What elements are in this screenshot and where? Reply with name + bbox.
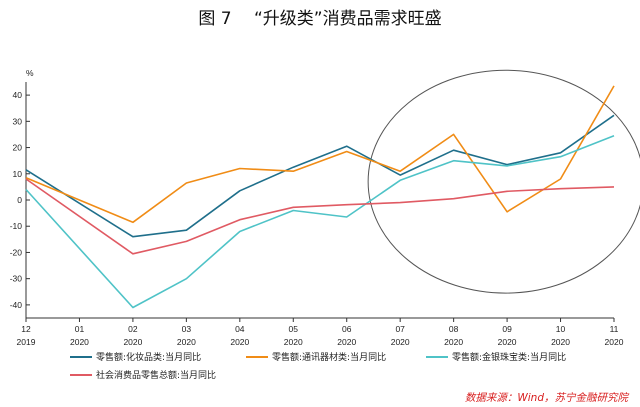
x-tick-label-month: 12 [21,324,31,334]
x-tick-label-year: 2019 [17,337,36,347]
x-tick-label-year: 2020 [284,337,303,347]
y-tick-label: 10 [13,169,23,179]
y-tick-label: -40 [10,300,23,310]
y-tick-label: 20 [13,143,23,153]
x-tick-label-month: 03 [182,324,192,334]
series-line-2 [25,135,615,309]
x-tick-label-year: 2020 [498,337,517,347]
legend: 零售额:化妆品类:当月同比 零售额:通讯器材类:当月同比 零售额:金银珠宝类:当月同… [70,351,566,381]
legend-label: 零售额:金银珠宝类:当月同比 [452,351,566,363]
source-note: 数据来源：Wind，苏宁金融研究院 [465,392,630,404]
x-tick-label-year: 2020 [551,337,570,347]
x-tick-label-month: 09 [502,324,512,334]
y-unit-label: % [26,68,34,78]
x-tick-label-month: 04 [235,324,245,334]
x-tick-label-year: 2020 [391,337,410,347]
legend-label: 零售额:通讯器材类:当月同比 [272,351,386,363]
chart-title: 图 7 “升级类”消费品需求旺盛 [198,9,441,29]
legend-label: 社会消费品零售总额:当月同比 [96,369,216,381]
y-tick-label: -30 [10,274,23,284]
x-tick-label-month: 07 [395,324,405,334]
x-tick-label-month: 08 [449,324,459,334]
x-tick-label-year: 2020 [70,337,89,347]
y-tick-label: 30 [13,116,23,126]
x-tick-label-year: 2020 [444,337,463,347]
x-tick-label-year: 2020 [230,337,249,347]
series-lines [25,85,615,309]
series-line-0 [25,114,615,238]
highlight-ellipse [367,69,640,294]
x-tick-label-month: 01 [75,324,85,334]
y-tick-label: -10 [10,221,23,231]
series-line-1 [25,85,615,224]
x-tick-label-month: 11 [610,324,619,334]
legend-label: 零售额:化妆品类:当月同比 [96,351,201,363]
x-tick-label-month: 02 [128,324,138,334]
x-tick-label-year: 2020 [177,337,196,347]
x-tick-label-year: 2020 [337,337,356,347]
y-tick-label: 0 [17,195,22,205]
x-tick-label-year: 2020 [605,337,624,347]
x-tick-label-year: 2020 [123,337,142,347]
series-line-3 [25,178,615,255]
y-tick-label: -20 [10,247,23,257]
x-tick-label-month: 10 [556,324,566,334]
highlight-ellipse-shape [367,69,640,294]
axes: 40 30 20 10 0 -10 -20 -30 -40 12 2019 01 2020 02 2020 0… [10,82,624,347]
y-tick-label: 40 [13,90,23,100]
x-tick-label-month: 06 [342,324,352,334]
x-tick-label-month: 05 [289,324,299,334]
